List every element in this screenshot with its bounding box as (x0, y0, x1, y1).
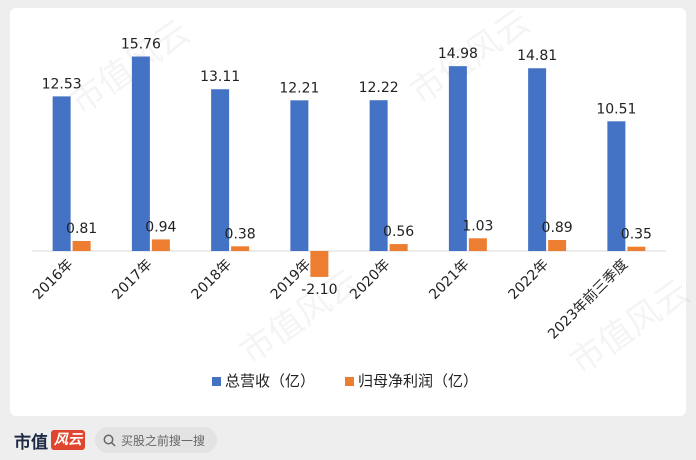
x-tick-label: 2017年 (109, 257, 155, 303)
bar-profit (231, 246, 250, 251)
bar-profit (389, 244, 408, 251)
brand-text: 市值 (14, 432, 48, 453)
chart-card (10, 8, 686, 416)
data-label: -2.10 (301, 282, 337, 298)
bar-revenue (607, 121, 626, 251)
data-label: 0.56 (383, 224, 414, 240)
bar-profit (72, 241, 91, 251)
brand-logo: 市值 风云 (14, 428, 85, 453)
data-label: 15.76 (121, 37, 161, 53)
x-tick-label: 2021年 (426, 257, 472, 303)
data-label: 10.51 (596, 101, 636, 117)
data-label: 0.81 (66, 221, 97, 237)
footer-bar: 市值 风云 买股之前搜一搜 (0, 420, 696, 460)
data-label: 0.89 (542, 220, 573, 236)
brand-mark: 风云 (51, 430, 85, 450)
bar-profit (627, 246, 646, 251)
bar-revenue (211, 89, 230, 252)
search-box[interactable]: 买股之前搜一搜 (95, 427, 217, 453)
data-label: 14.81 (517, 48, 557, 64)
data-label: 12.22 (359, 80, 399, 96)
data-label: 13.11 (200, 69, 240, 85)
bar-revenue (131, 56, 150, 251)
bar-revenue (369, 100, 388, 251)
bar-revenue (448, 66, 467, 252)
search-placeholder: 买股之前搜一搜 (121, 433, 206, 448)
data-label: 0.38 (225, 226, 256, 242)
x-tick-label: 2023年前三季度 (544, 256, 631, 343)
bar-profit (548, 240, 567, 251)
bar-revenue (52, 96, 71, 252)
data-label: 12.53 (42, 76, 82, 92)
bar-profit (468, 238, 487, 251)
x-tick-label: 2022年 (506, 257, 552, 303)
x-tick-label: 2020年 (347, 257, 393, 303)
data-label: 12.21 (279, 80, 319, 96)
x-tick-label: 2018年 (189, 257, 235, 303)
bar-chart: 12.53 0.81 2016年 15.76 0.94 2017年 13.11 0.38 201… (30, 37, 666, 390)
bar-profit (310, 251, 329, 277)
x-tick-label: 2016年 (30, 257, 76, 303)
search-icon (103, 434, 116, 447)
data-label: 0.35 (621, 227, 652, 243)
bar-revenue (290, 100, 309, 251)
bar-revenue (528, 68, 547, 251)
data-label: 0.94 (145, 219, 176, 235)
bar-profit (151, 239, 170, 251)
legend-label: 总营收（亿） (225, 372, 315, 390)
data-label: 1.03 (462, 218, 493, 234)
legend-swatch (212, 377, 221, 386)
legend-label: 归母净利润（亿） (358, 372, 478, 390)
data-label: 14.98 (438, 46, 478, 62)
legend-swatch (345, 377, 354, 386)
